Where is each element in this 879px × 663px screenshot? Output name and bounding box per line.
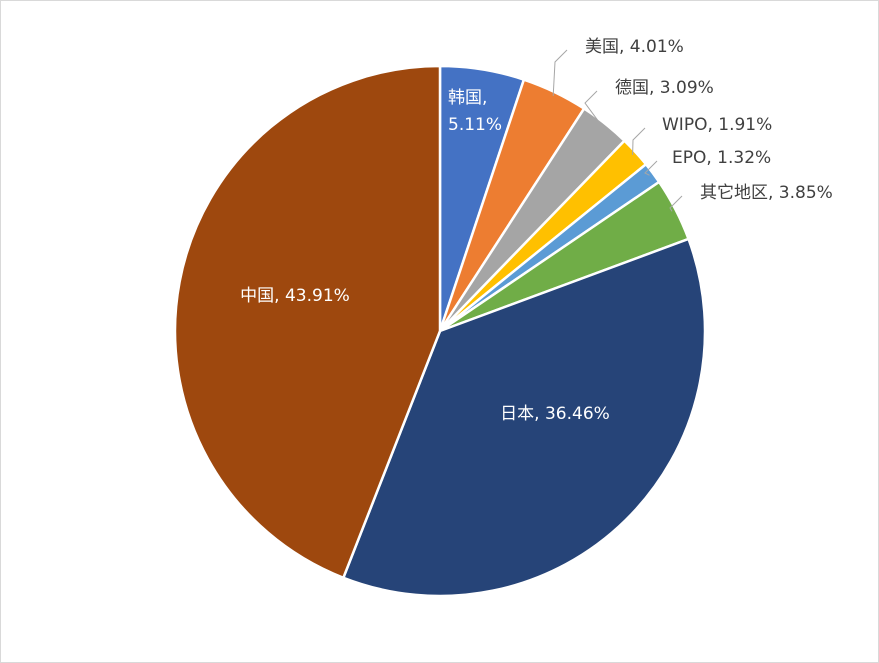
data-label: EPO, 1.32% [672,148,771,168]
leader-line [584,90,603,128]
data-label: 其它地区, 3.85% [700,183,833,203]
data-label: 中国, 43.91% [240,286,350,306]
pie-slice [341,237,707,598]
data-label: 韩国, 5.11% [448,88,502,135]
data-label: WIPO, 1.91% [662,115,772,135]
pie-slice [173,64,442,580]
data-label: 美国, 4.01% [585,37,684,57]
leader-line [632,127,646,155]
data-label: 日本, 36.46% [500,404,610,424]
leader-line [669,195,683,212]
leader-line [644,160,658,176]
leader-line [552,49,568,96]
data-label: 德国, 3.09% [615,78,714,98]
